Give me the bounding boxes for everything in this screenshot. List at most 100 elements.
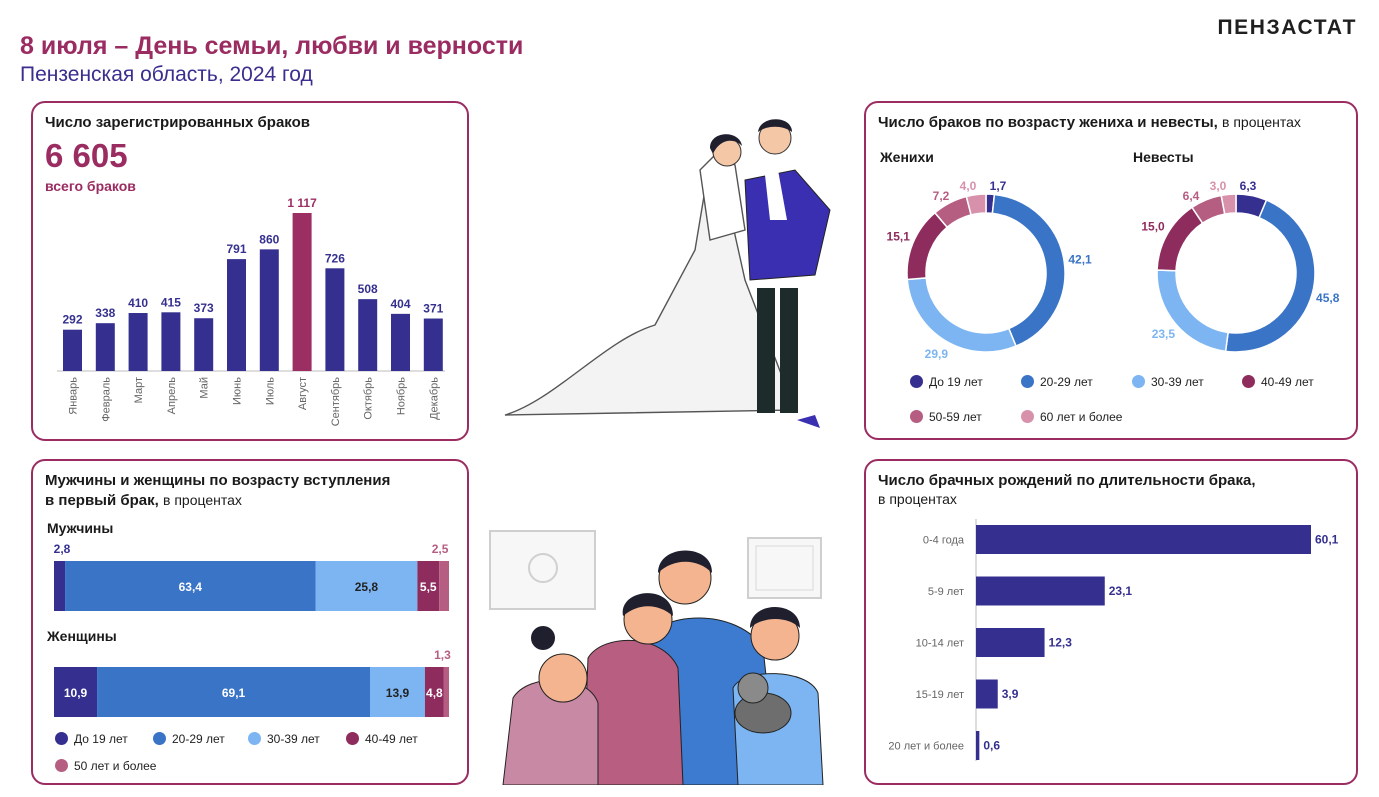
tick-label: Июнь bbox=[232, 377, 244, 405]
tick-label: Июль bbox=[264, 377, 276, 405]
age-groom-bride-panel: Число браков по возрасту жениха и невест… bbox=[864, 101, 1358, 440]
data-label: 42,1 bbox=[1068, 253, 1092, 267]
legend-label: 20-29 лет bbox=[172, 732, 225, 746]
data-label: 2,5 bbox=[432, 542, 449, 556]
bar bbox=[976, 679, 998, 709]
legend-item: До 19 лет bbox=[910, 375, 983, 389]
data-label: 29,9 bbox=[925, 347, 949, 361]
legend-label: 40-49 лет bbox=[1261, 375, 1314, 389]
legend-item: До 19 лет bbox=[55, 732, 128, 746]
legend-item: 30-39 лет bbox=[248, 732, 320, 746]
marriages-panel: Число зарегистрированных браков 6 605 вс… bbox=[31, 101, 469, 441]
first-marriage-title-line1: Мужчины и женщины по возрасту вступления bbox=[45, 472, 391, 489]
bar bbox=[423, 318, 443, 371]
data-label: 1,7 bbox=[990, 179, 1007, 193]
bar bbox=[325, 268, 345, 371]
marriages-title: Число зарегистрированных браков bbox=[45, 114, 311, 131]
data-label: 726 bbox=[325, 251, 345, 265]
bar bbox=[976, 731, 980, 760]
data-label: 60,1 bbox=[1315, 533, 1339, 547]
tick-label: 5-9 лет bbox=[928, 586, 964, 598]
data-label: 4,8 bbox=[426, 686, 443, 700]
bar bbox=[194, 318, 214, 371]
legend-item: 20-29 лет bbox=[1021, 375, 1093, 389]
data-label: 5,5 bbox=[420, 580, 437, 594]
data-label: 13,9 bbox=[386, 686, 410, 700]
age-donut-charts: 1,7 42,1 29,9 15,1 7,2 4,0 6,3 45,8 23,5 15,0 6,4 3… bbox=[887, 179, 1340, 361]
monthly-bar-chart: 292 Январь 338 Февраль 410 Март 415 Апрель 373 Ма… bbox=[57, 196, 445, 427]
marriages-total-label: всего браков bbox=[45, 178, 136, 194]
data-label: 10,9 bbox=[64, 686, 88, 700]
data-label: 371 bbox=[423, 302, 443, 316]
births-title: Число брачных рождений по длительности б… bbox=[878, 472, 1256, 489]
donut-slice bbox=[965, 193, 987, 216]
bar bbox=[259, 249, 279, 371]
bar bbox=[391, 313, 410, 371]
page-title: 8 июля – День семьи, любви и верности bbox=[20, 32, 524, 60]
legend-swatch bbox=[1132, 375, 1145, 388]
stack-segment bbox=[439, 561, 449, 611]
family-illustration bbox=[489, 530, 824, 785]
tick-label: Март bbox=[133, 377, 145, 403]
tick-label: Февраль bbox=[100, 377, 112, 422]
stack-segment bbox=[315, 561, 418, 611]
stack-segment bbox=[54, 667, 98, 717]
legend-label: 50-59 лет bbox=[929, 410, 982, 424]
tick-label: 10-14 лет bbox=[916, 638, 964, 650]
data-label: 63,4 bbox=[179, 580, 203, 594]
tick-label: Сентябрь bbox=[330, 377, 342, 427]
legend-item: 40-49 лет bbox=[346, 732, 418, 746]
legend-swatch bbox=[153, 732, 166, 745]
men-label: Мужчины bbox=[47, 520, 114, 536]
data-label: 415 bbox=[161, 295, 181, 309]
legend-swatch bbox=[1021, 375, 1034, 388]
bar bbox=[63, 329, 82, 371]
stack-segment bbox=[443, 667, 449, 717]
donut-slice bbox=[1220, 193, 1237, 215]
legend-swatch bbox=[346, 732, 359, 745]
legend-item: 50 лет и более bbox=[55, 759, 156, 773]
data-label: 12,3 bbox=[1049, 636, 1073, 650]
tick-label: Январь bbox=[68, 377, 80, 415]
tick-label: Август bbox=[297, 377, 309, 410]
bar bbox=[161, 312, 181, 371]
data-label: 23,1 bbox=[1109, 584, 1133, 598]
data-label: 7,2 bbox=[933, 189, 950, 203]
legend-label: 40-49 лет bbox=[365, 732, 418, 746]
stack-segment bbox=[424, 667, 444, 717]
data-label: 404 bbox=[390, 297, 410, 311]
births-panel: Число брачных рождений по длительности б… bbox=[864, 459, 1358, 785]
marriages-total: 6 605 bbox=[45, 137, 128, 174]
data-label: 860 bbox=[259, 232, 279, 246]
first-marriage-title-line2: в первый брак, bbox=[45, 492, 159, 509]
legend-swatch bbox=[1242, 375, 1255, 388]
data-label: 508 bbox=[358, 282, 378, 296]
legend-swatch bbox=[910, 410, 923, 423]
data-label: 6,3 bbox=[1240, 179, 1257, 193]
bar bbox=[292, 213, 312, 371]
first-marriage-legend: До 19 лет 20-29 лет 30-39 лет 40-49 лет … bbox=[33, 461, 467, 783]
legend-item: 20-29 лет bbox=[153, 732, 225, 746]
legend-item: 60 лет и более bbox=[1021, 410, 1122, 424]
legend-swatch bbox=[55, 759, 68, 772]
legend-swatch bbox=[55, 732, 68, 745]
first-marriage-note: в процентах bbox=[163, 492, 242, 508]
legend-item: 50-59 лет bbox=[910, 410, 982, 424]
data-label: 23,5 bbox=[1152, 327, 1176, 341]
first-marriage-panel: Мужчины и женщины по возрасту вступления… bbox=[31, 459, 469, 785]
data-label: 410 bbox=[128, 296, 148, 310]
age-groom-bride-title: Число браков по возрасту жениха и невест… bbox=[878, 114, 1218, 131]
age-groom-bride-note: в процентах bbox=[1222, 114, 1301, 130]
legend-swatch bbox=[248, 732, 261, 745]
tick-label: 15-19 лет bbox=[916, 689, 964, 701]
bar bbox=[95, 323, 115, 371]
data-label: 791 bbox=[226, 242, 246, 256]
data-label: 2,8 bbox=[54, 542, 71, 556]
brides-label: Невесты bbox=[1133, 149, 1194, 165]
legend-item: 30-39 лет bbox=[1132, 375, 1204, 389]
first-marriage-stacked-chart: 2,8 63,4 25,8 5,5 2,5 10,9 69,1 13,9 4,8 1,3 bbox=[54, 542, 451, 717]
data-label: 3,0 bbox=[1210, 179, 1227, 193]
stack-segment bbox=[54, 561, 66, 611]
donut-legend: До 19 лет 20-29 лет 30-39 лет 40-49 лет … bbox=[866, 103, 1356, 438]
bar bbox=[358, 299, 378, 371]
